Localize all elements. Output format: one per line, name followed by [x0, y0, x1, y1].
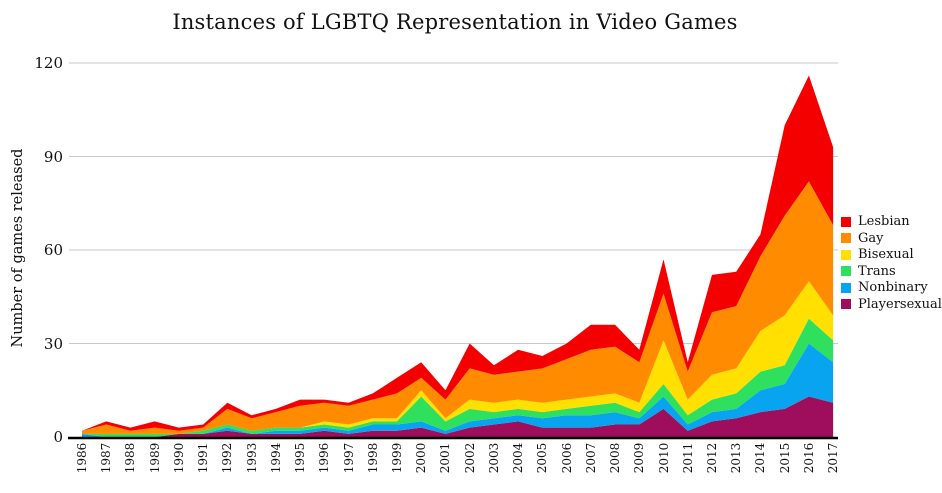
area-gay — [82, 181, 834, 434]
x-tick-label-1999: 1999 — [389, 442, 404, 474]
x-tick-label-1993: 1993 — [244, 442, 259, 474]
x-tick-label-2009: 2009 — [632, 442, 647, 474]
x-tick-label-2014: 2014 — [753, 442, 768, 474]
x-tick-label-2017: 2017 — [826, 442, 841, 474]
x-tick-label-2013: 2013 — [729, 442, 744, 474]
x-tick-label-1987: 1987 — [99, 442, 114, 474]
legend-label-bisexual: Bisexual — [858, 247, 914, 263]
x-tick-label-1998: 1998 — [365, 442, 380, 474]
legend-item-nonbinary: Nonbinary — [841, 281, 942, 295]
x-tick-label-1990: 1990 — [171, 442, 186, 474]
legend-swatch-nonbinary — [841, 282, 851, 293]
x-tick-label-2007: 2007 — [583, 442, 598, 474]
legend: Lesbian Gay Bisexual Trans Nonbinary Playerse… — [841, 215, 942, 314]
area-trans — [82, 318, 834, 437]
x-tick-label-2004: 2004 — [511, 442, 526, 474]
y-tick-label-120: 120 — [34, 54, 63, 72]
legend-item-bisexual: Bisexual — [841, 248, 942, 262]
x-tick-label-1995: 1995 — [293, 442, 308, 474]
x-tick-label-1996: 1996 — [317, 442, 332, 474]
legend-label-playersexual: Playersexual — [858, 296, 942, 312]
area-lesbian — [82, 75, 834, 431]
y-tick-label-30: 30 — [43, 334, 63, 353]
x-tick-label-2005: 2005 — [535, 442, 550, 474]
y-tick-label-90: 90 — [43, 147, 63, 166]
x-tick-label-2000: 2000 — [414, 442, 429, 474]
x-tick-label-1991: 1991 — [196, 442, 211, 474]
legend-item-playersexual: Playersexual — [841, 298, 942, 312]
x-tick-label-2016: 2016 — [801, 442, 816, 474]
x-tick-label-2012: 2012 — [704, 442, 719, 474]
x-tick-label-1992: 1992 — [220, 442, 235, 474]
legend-swatch-playersexual — [841, 299, 851, 310]
x-tick-label-2006: 2006 — [559, 442, 574, 474]
area-nonbinary — [82, 343, 834, 437]
area-playersexual — [82, 396, 834, 437]
x-tick-label-2003: 2003 — [486, 442, 501, 474]
legend-label-trans: Trans — [858, 263, 896, 279]
legend-swatch-lesbian — [841, 216, 851, 227]
x-tick-label-2001: 2001 — [438, 442, 453, 474]
x-tick-label-1997: 1997 — [341, 442, 356, 474]
x-tick-label-2002: 2002 — [462, 442, 477, 474]
legend-item-trans: Trans — [841, 265, 942, 279]
legend-swatch-gay — [841, 233, 851, 244]
x-tick-label-2008: 2008 — [608, 442, 623, 474]
legend-swatch-bisexual — [841, 249, 851, 260]
legend-label-gay: Gay — [858, 230, 884, 246]
x-tick-label-2015: 2015 — [777, 442, 792, 474]
legend-label-nonbinary: Nonbinary — [858, 280, 928, 296]
legend-item-gay: Gay — [841, 232, 942, 246]
chart-title: Instances of LGBTQ Representation in Vid… — [172, 10, 738, 34]
y-tick-label-60: 60 — [43, 241, 63, 259]
legend-item-lesbian: Lesbian — [841, 215, 942, 229]
x-tick-label-2011: 2011 — [680, 442, 695, 474]
x-tick-label-1986: 1986 — [75, 442, 89, 474]
x-tick-label-1989: 1989 — [147, 442, 162, 474]
legend-label-lesbian: Lesbian — [858, 214, 910, 230]
y-tick-label-0: 0 — [53, 428, 63, 446]
x-tick-label-2010: 2010 — [656, 442, 671, 474]
x-tick-label-1994: 1994 — [268, 442, 283, 474]
x-tick-label-1988: 1988 — [123, 442, 138, 474]
area-bisexual — [82, 281, 834, 434]
legend-swatch-trans — [841, 266, 851, 277]
